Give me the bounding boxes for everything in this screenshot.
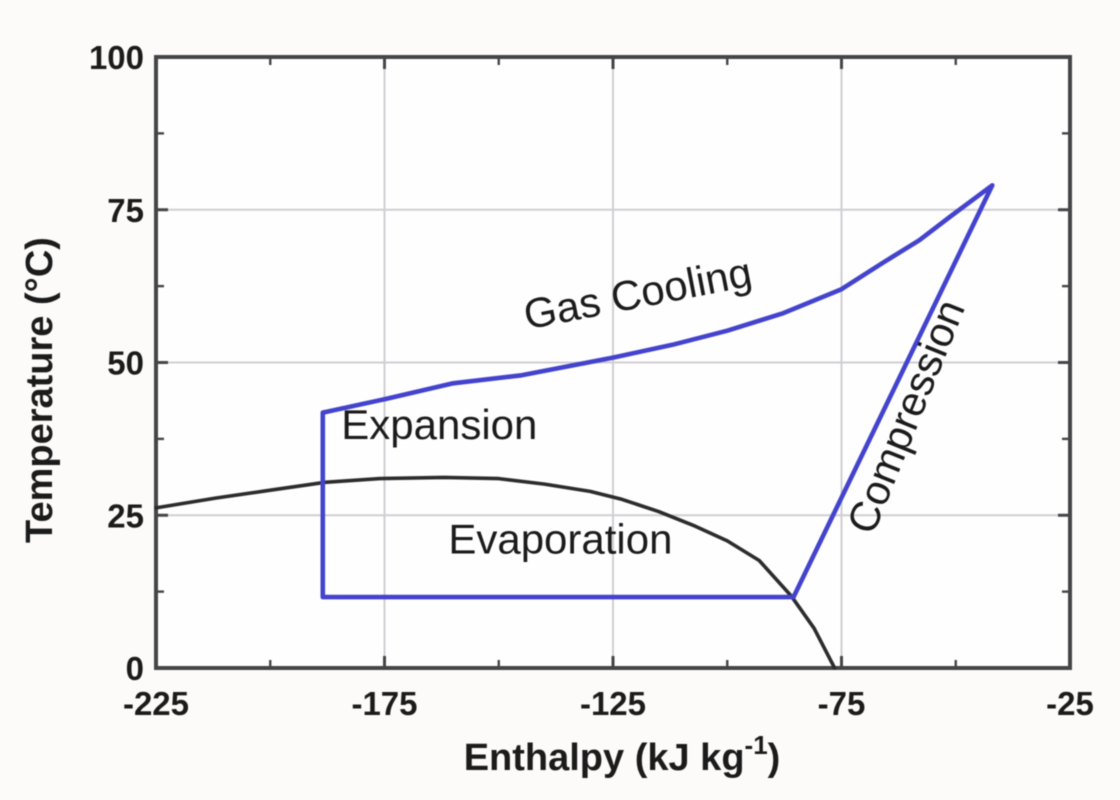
x-tick-label: -175 bbox=[351, 685, 417, 722]
x-axis-label-main: Enthalpy (kJ kg bbox=[464, 737, 745, 779]
x-tick-label: -25 bbox=[1046, 685, 1094, 722]
annotation-evaporation: Evaporation bbox=[448, 516, 672, 563]
y-tick-label: 0 bbox=[126, 650, 144, 687]
annotation-expansion: Expansion bbox=[341, 401, 537, 448]
y-tick-label: 75 bbox=[107, 192, 144, 229]
y-tick-label: 100 bbox=[89, 39, 144, 76]
x-tick-label: -125 bbox=[580, 685, 646, 722]
series-saturation-dome bbox=[154, 475, 837, 670]
x-tick-label: -225 bbox=[123, 685, 189, 722]
x-axis-label-superscript: -1 bbox=[745, 730, 768, 760]
x-tick-label: -75 bbox=[818, 685, 866, 722]
x-axis-label: Enthalpy (kJ kg-1) bbox=[464, 730, 781, 779]
series-refrigeration-cycle bbox=[320, 183, 995, 600]
y-tick-label: 25 bbox=[107, 497, 144, 534]
plot-border bbox=[154, 55, 1072, 670]
y-axis-label: Temperature (°C) bbox=[19, 237, 61, 543]
x-axis-label-suffix: ) bbox=[768, 737, 781, 779]
y-tick-label: 50 bbox=[107, 345, 144, 382]
